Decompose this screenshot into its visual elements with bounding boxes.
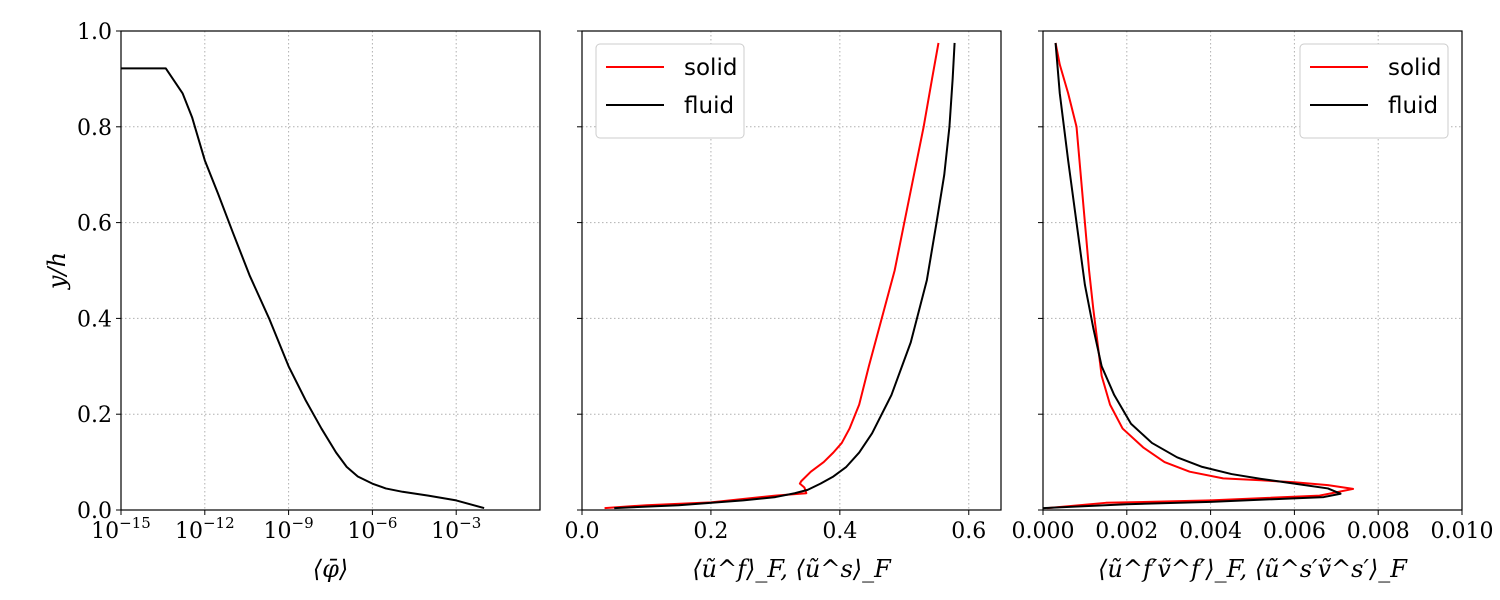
x-axis-label: ⟨ũ^f⟩_F, ⟨ũ^s⟩_F (692, 555, 892, 583)
x-tick-label: 0.0 (565, 519, 600, 544)
x-axis-label: ⟨ũ^f′ṽ^f′⟩_F, ⟨ũ^s′ṽ^s′⟩_F (1098, 555, 1408, 583)
x-tick-label: 0.010 (1431, 519, 1494, 544)
x-tick-label: 0.006 (1263, 519, 1326, 544)
legend: solid fluid (1299, 43, 1449, 139)
stress-panel: 0.000 0.002 0.004 0.006 0.008 0.010 ⟨ũ^f′ṽ^f′⟩… (1012, 30, 1494, 583)
series-line-solid (1047, 42, 1355, 510)
x-tick-label: 0.000 (1012, 519, 1075, 544)
x-tick-label: 10−12 (175, 514, 235, 544)
y-tick-label: 0.8 (77, 116, 112, 141)
y-tick-label: 0.6 (77, 212, 112, 237)
plot-frame (1042, 30, 1463, 511)
x-tick-label: 0.6 (951, 519, 986, 544)
legend: solid fluid (595, 43, 745, 139)
legend-label-fluid: fluid (1388, 93, 1438, 119)
legend-label-solid: solid (684, 55, 737, 81)
y-tick-label: 1.0 (77, 20, 112, 45)
x-tick-label: 10−3 (431, 514, 481, 544)
legend-label-fluid: fluid (684, 93, 734, 119)
x-tick-label: 10−6 (347, 514, 397, 544)
velocity-panel: 0.0 0.2 0.4 0.6 ⟨ũ^f⟩_F, ⟨ũ^s⟩_F solid fluid (565, 30, 1002, 583)
series-line-fluid (614, 42, 956, 510)
plot-frame (120, 30, 541, 511)
phi-panel: 10−15 10−12 10−9 10−6 10−3 0.0 0.2 0.4 0.6 0.8 1.0… (43, 20, 541, 583)
legend-label-solid: solid (1388, 55, 1441, 81)
y-axis-label: y/h (43, 252, 71, 290)
x-tick-label: 0.002 (1095, 519, 1158, 544)
series-line-fluid (1042, 42, 1342, 510)
y-tick-label: 0.4 (77, 307, 112, 332)
series-line-phi (121, 67, 485, 510)
y-tick-label: 0.2 (77, 403, 112, 428)
x-tick-label: 10−15 (91, 514, 151, 544)
x-tick-label: 0.004 (1179, 519, 1242, 544)
plot-frame (581, 30, 1002, 511)
x-tick-label: 0.2 (693, 519, 728, 544)
y-tick-label: 0.0 (77, 499, 112, 524)
x-tick-label: 0.4 (822, 519, 857, 544)
x-axis-label: ⟨φ̄⟩ (313, 555, 349, 583)
x-tick-label: 0.008 (1347, 519, 1410, 544)
x-tick-label: 10−9 (264, 514, 314, 544)
